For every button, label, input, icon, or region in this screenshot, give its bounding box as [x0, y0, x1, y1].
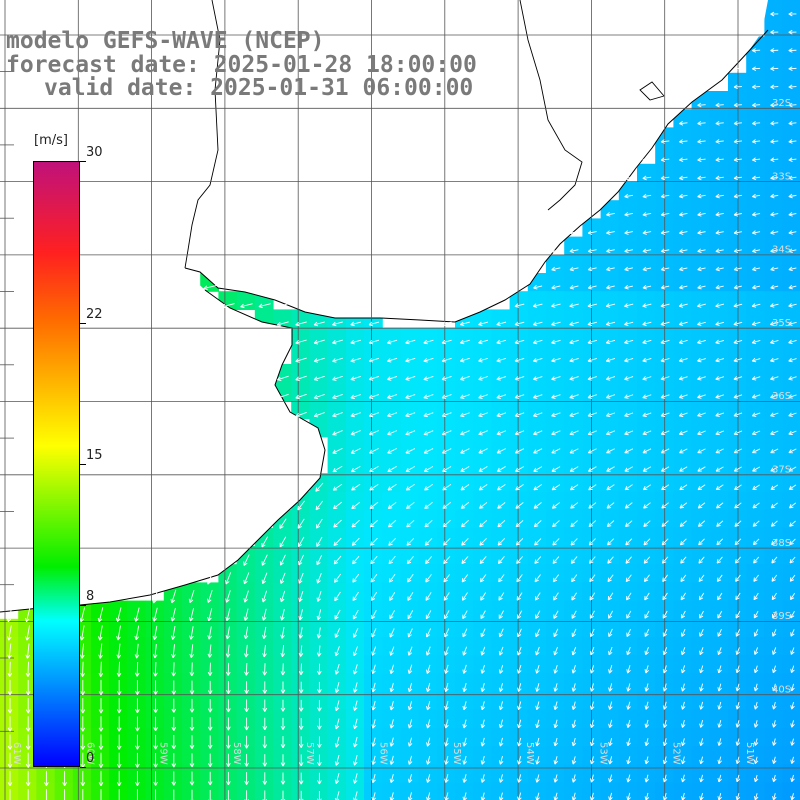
- longitude-label: 53W: [597, 742, 608, 765]
- longitude-label: 52W: [671, 742, 682, 765]
- longitude-label: 56W: [378, 742, 389, 765]
- longitude-label: 55W: [451, 742, 462, 765]
- longitude-labels: 61W60W59W58W57W56W55W54W53W52W51W50W: [11, 742, 755, 765]
- model-title: modelo GEFS-WAVE (NCEP): [6, 28, 325, 54]
- latitude-label: 40S: [772, 684, 791, 695]
- longitude-label: 58W: [231, 742, 242, 765]
- latitude-label: 36S: [772, 391, 791, 402]
- latitude-label: 33S: [772, 171, 791, 182]
- longitude-label: 60W: [84, 742, 95, 765]
- wind-arrows: [6, 11, 797, 800]
- latitude-label: 37S: [772, 465, 791, 476]
- colorbar-tick: [80, 605, 86, 607]
- latitude-label: 38S: [772, 538, 791, 549]
- latitude-label: 34S: [772, 245, 791, 256]
- latitude-labels: 32S 33S 34S 35S 36S 37S 38S 39S 40S: [772, 98, 791, 695]
- colorbar-unit-label: [m/s]: [34, 133, 68, 148]
- longitude-label: 61W: [11, 742, 22, 765]
- colorbar-tick: [80, 464, 86, 465]
- colorbar-tick-label: 30: [86, 145, 103, 160]
- colorbar-tick-label: 0: [86, 751, 95, 766]
- latitude-label: 35S: [772, 318, 791, 329]
- longitude-label: 57W: [304, 742, 315, 765]
- colorbar-tick-label: 15: [86, 448, 103, 463]
- colorbar-tick: [80, 322, 86, 324]
- valid-date: valid date: 2025-01-31 06:00:00: [44, 75, 474, 101]
- longitude-label: 54W: [524, 742, 535, 765]
- colorbar-tick: [80, 767, 86, 768]
- colorbar-tick-label: 22: [86, 306, 103, 322]
- longitude-label: 59W: [158, 742, 169, 765]
- latitude-label: 32S: [772, 98, 791, 109]
- colorbar-tick-label: 8: [86, 589, 95, 605]
- longitude-label: 51W: [744, 742, 755, 765]
- forecast-date: forecast date: 2025-01-28 18:00:00: [6, 52, 477, 78]
- latitude-label: 39S: [772, 611, 791, 622]
- colorbar-tick: [80, 161, 86, 162]
- colorbar: [33, 161, 80, 767]
- land-area: [0, 0, 769, 613]
